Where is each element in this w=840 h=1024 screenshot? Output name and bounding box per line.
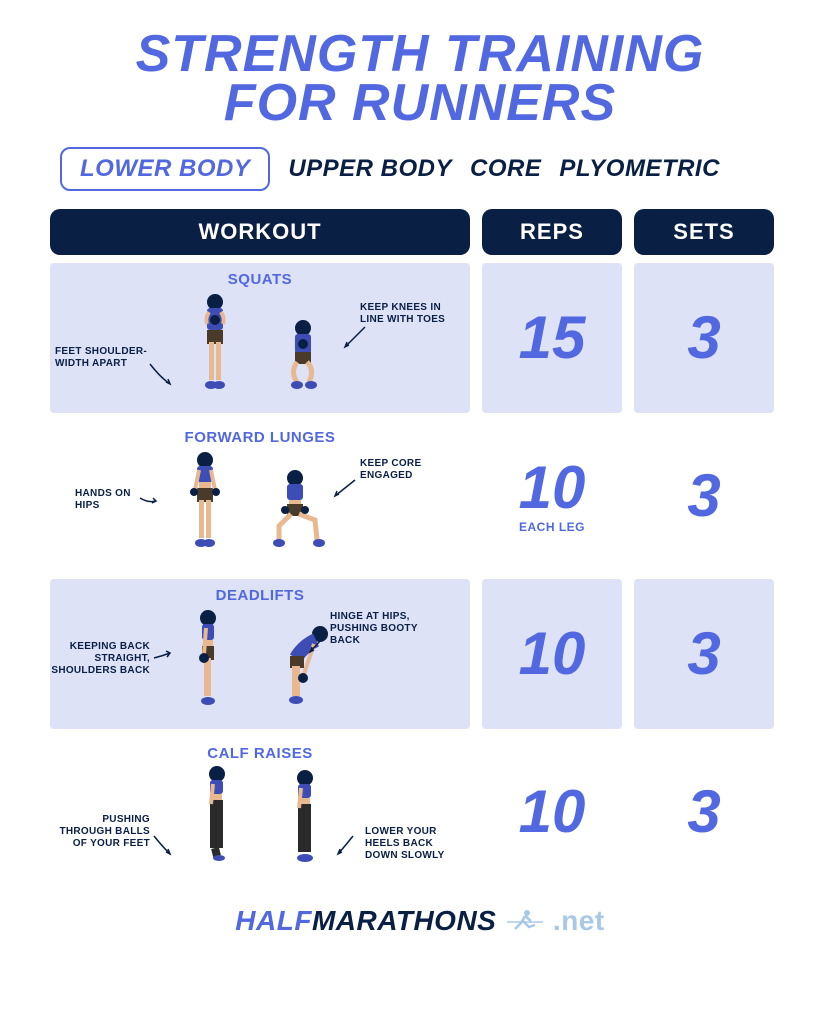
- figure-standing-icon: [185, 290, 245, 400]
- footer-logo: HALFMARATHONS .net: [235, 905, 604, 936]
- footer-net: .net: [553, 905, 605, 936]
- exercise-row: SQUATS FEET SHOULDER-WIDTH: [50, 263, 790, 413]
- reps-value: 10: [519, 624, 586, 684]
- tip-right: LOWER YOUR HEELS BACK DOWN SLOWLY: [365, 826, 465, 862]
- tip-right: KEEP CORE ENGAGED: [360, 458, 430, 482]
- reps-cell: 10: [482, 579, 622, 729]
- reps-value: 15: [519, 308, 586, 368]
- col-workout: WORKOUT: [50, 209, 470, 255]
- sets-value: 3: [687, 624, 720, 684]
- reps-cell: 10: [482, 737, 622, 887]
- reps-value: 10: [519, 458, 586, 518]
- tip-left: HANDS ON HIPS: [75, 488, 135, 512]
- figure-calf-raise-down-icon: [275, 764, 335, 874]
- workout-cell: CALF RAISES PUSHING THROUGH BALLS OF YOU…: [50, 737, 470, 887]
- workout-cell: DEADLIFTS KEEPING BACK STR: [50, 579, 470, 729]
- arrow-icon: [148, 362, 178, 392]
- tab-plyometric[interactable]: PLYOMETRIC: [559, 155, 720, 183]
- exercise-row: FORWARD LUNGES HA: [50, 421, 790, 571]
- tip-left: PUSHING THROUGH BALLS OF YOUR FEET: [50, 814, 150, 850]
- tab-core[interactable]: CORE: [470, 155, 541, 183]
- arrow-icon: [330, 478, 360, 503]
- figure-calf-raise-up-icon: [185, 764, 245, 874]
- title-line2: FOR RUNNERS: [224, 74, 616, 132]
- sets-cell: 3: [634, 421, 774, 571]
- sets-value: 3: [687, 782, 720, 842]
- arrow-icon: [333, 834, 358, 859]
- sets-cell: 3: [634, 579, 774, 729]
- tip-left: FEET SHOULDER-WIDTH APART: [55, 346, 155, 370]
- arrow-icon: [138, 493, 163, 513]
- tip-left: KEEPING BACK STRAIGHT, SHOULDERS BACK: [50, 641, 150, 677]
- workout-cell: FORWARD LUNGES HA: [50, 421, 470, 571]
- tab-lower-body[interactable]: LOWER BODY: [60, 147, 270, 191]
- tab-upper-body[interactable]: UPPER BODY: [288, 155, 452, 183]
- reps-note: EACH LEG: [519, 520, 585, 534]
- figure-lunge-icon: [265, 448, 345, 558]
- arrow-icon: [340, 325, 370, 355]
- page-title: STRENGTH TRAINING FOR RUNNERS: [50, 30, 790, 129]
- figure-standing-side-icon: [178, 606, 238, 716]
- sets-value: 3: [687, 466, 720, 526]
- col-sets: SETS: [634, 209, 774, 255]
- exercise-name: CALF RAISES: [60, 745, 460, 762]
- tip-right: HINGE AT HIPS, PUSHING BOOTY BACK: [330, 611, 440, 647]
- arrow-icon: [305, 634, 330, 659]
- workout-cell: SQUATS FEET SHOULDER-WIDTH: [50, 263, 470, 413]
- tip-right: KEEP KNEES IN LINE WITH TOES: [360, 302, 450, 326]
- exercise-row: CALF RAISES PUSHING THROUGH BALLS OF YOU…: [50, 737, 790, 887]
- sets-cell: 3: [634, 263, 774, 413]
- footer: HALFMARATHONS .net: [50, 905, 790, 938]
- reps-cell: 15: [482, 263, 622, 413]
- figure-squat-icon: [275, 290, 335, 400]
- table-header: WORKOUT REPS SETS: [50, 209, 790, 255]
- arrow-icon: [152, 648, 177, 668]
- reps-value: 10: [519, 782, 586, 842]
- footer-half: HALF: [235, 905, 312, 936]
- reps-cell: 10 EACH LEG: [482, 421, 622, 571]
- runner-icon: [505, 907, 545, 937]
- exercise-name: SQUATS: [60, 271, 460, 288]
- tabs: LOWER BODY UPPER BODY CORE PLYOMETRIC: [50, 147, 790, 191]
- col-reps: REPS: [482, 209, 622, 255]
- sets-value: 3: [687, 308, 720, 368]
- exercise-name: DEADLIFTS: [60, 587, 460, 604]
- exercise-name: FORWARD LUNGES: [60, 429, 460, 446]
- sets-cell: 3: [634, 737, 774, 887]
- arrow-icon: [152, 834, 177, 859]
- figure-standing-icon: [175, 448, 235, 558]
- exercise-row: DEADLIFTS KEEPING BACK STR: [50, 579, 790, 729]
- footer-marathons: MARATHONS: [312, 905, 496, 936]
